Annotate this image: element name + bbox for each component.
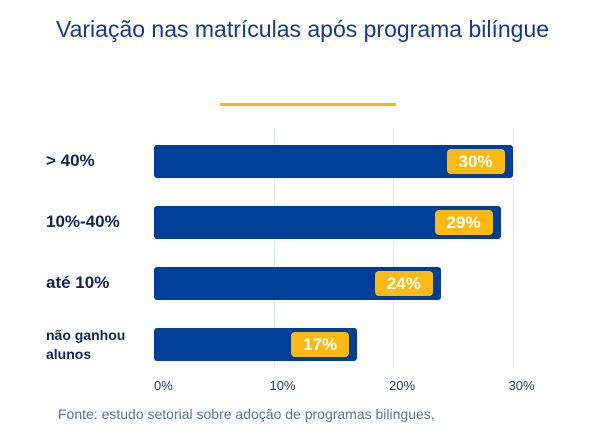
bar: 29% bbox=[154, 206, 501, 239]
x-tick-label: 30% bbox=[508, 378, 535, 393]
title-underline bbox=[220, 103, 396, 106]
bar: 30% bbox=[154, 145, 513, 178]
gridline bbox=[393, 128, 394, 368]
data-label: 24% bbox=[374, 271, 433, 296]
x-tick-label: 20% bbox=[389, 378, 416, 393]
data-label: 29% bbox=[434, 210, 493, 235]
chart-title: Variação nas matrículas após programa bi… bbox=[55, 16, 550, 42]
category-label: até 10% bbox=[46, 273, 110, 292]
x-tick-label: 10% bbox=[269, 378, 296, 393]
data-label: 17% bbox=[291, 332, 350, 357]
bar: 24% bbox=[154, 267, 441, 300]
source-note: Fonte: estudo setorial sobre adoção de p… bbox=[58, 406, 435, 422]
category-label: > 40% bbox=[46, 151, 95, 170]
bar: 17% bbox=[154, 328, 358, 361]
x-tick-label: 0% bbox=[154, 378, 173, 393]
data-label: 30% bbox=[446, 149, 505, 174]
gridline bbox=[273, 128, 275, 368]
gridline bbox=[512, 128, 514, 368]
category-label: não ganhou alunos bbox=[46, 327, 126, 362]
category-label: 10%-40% bbox=[46, 212, 120, 231]
